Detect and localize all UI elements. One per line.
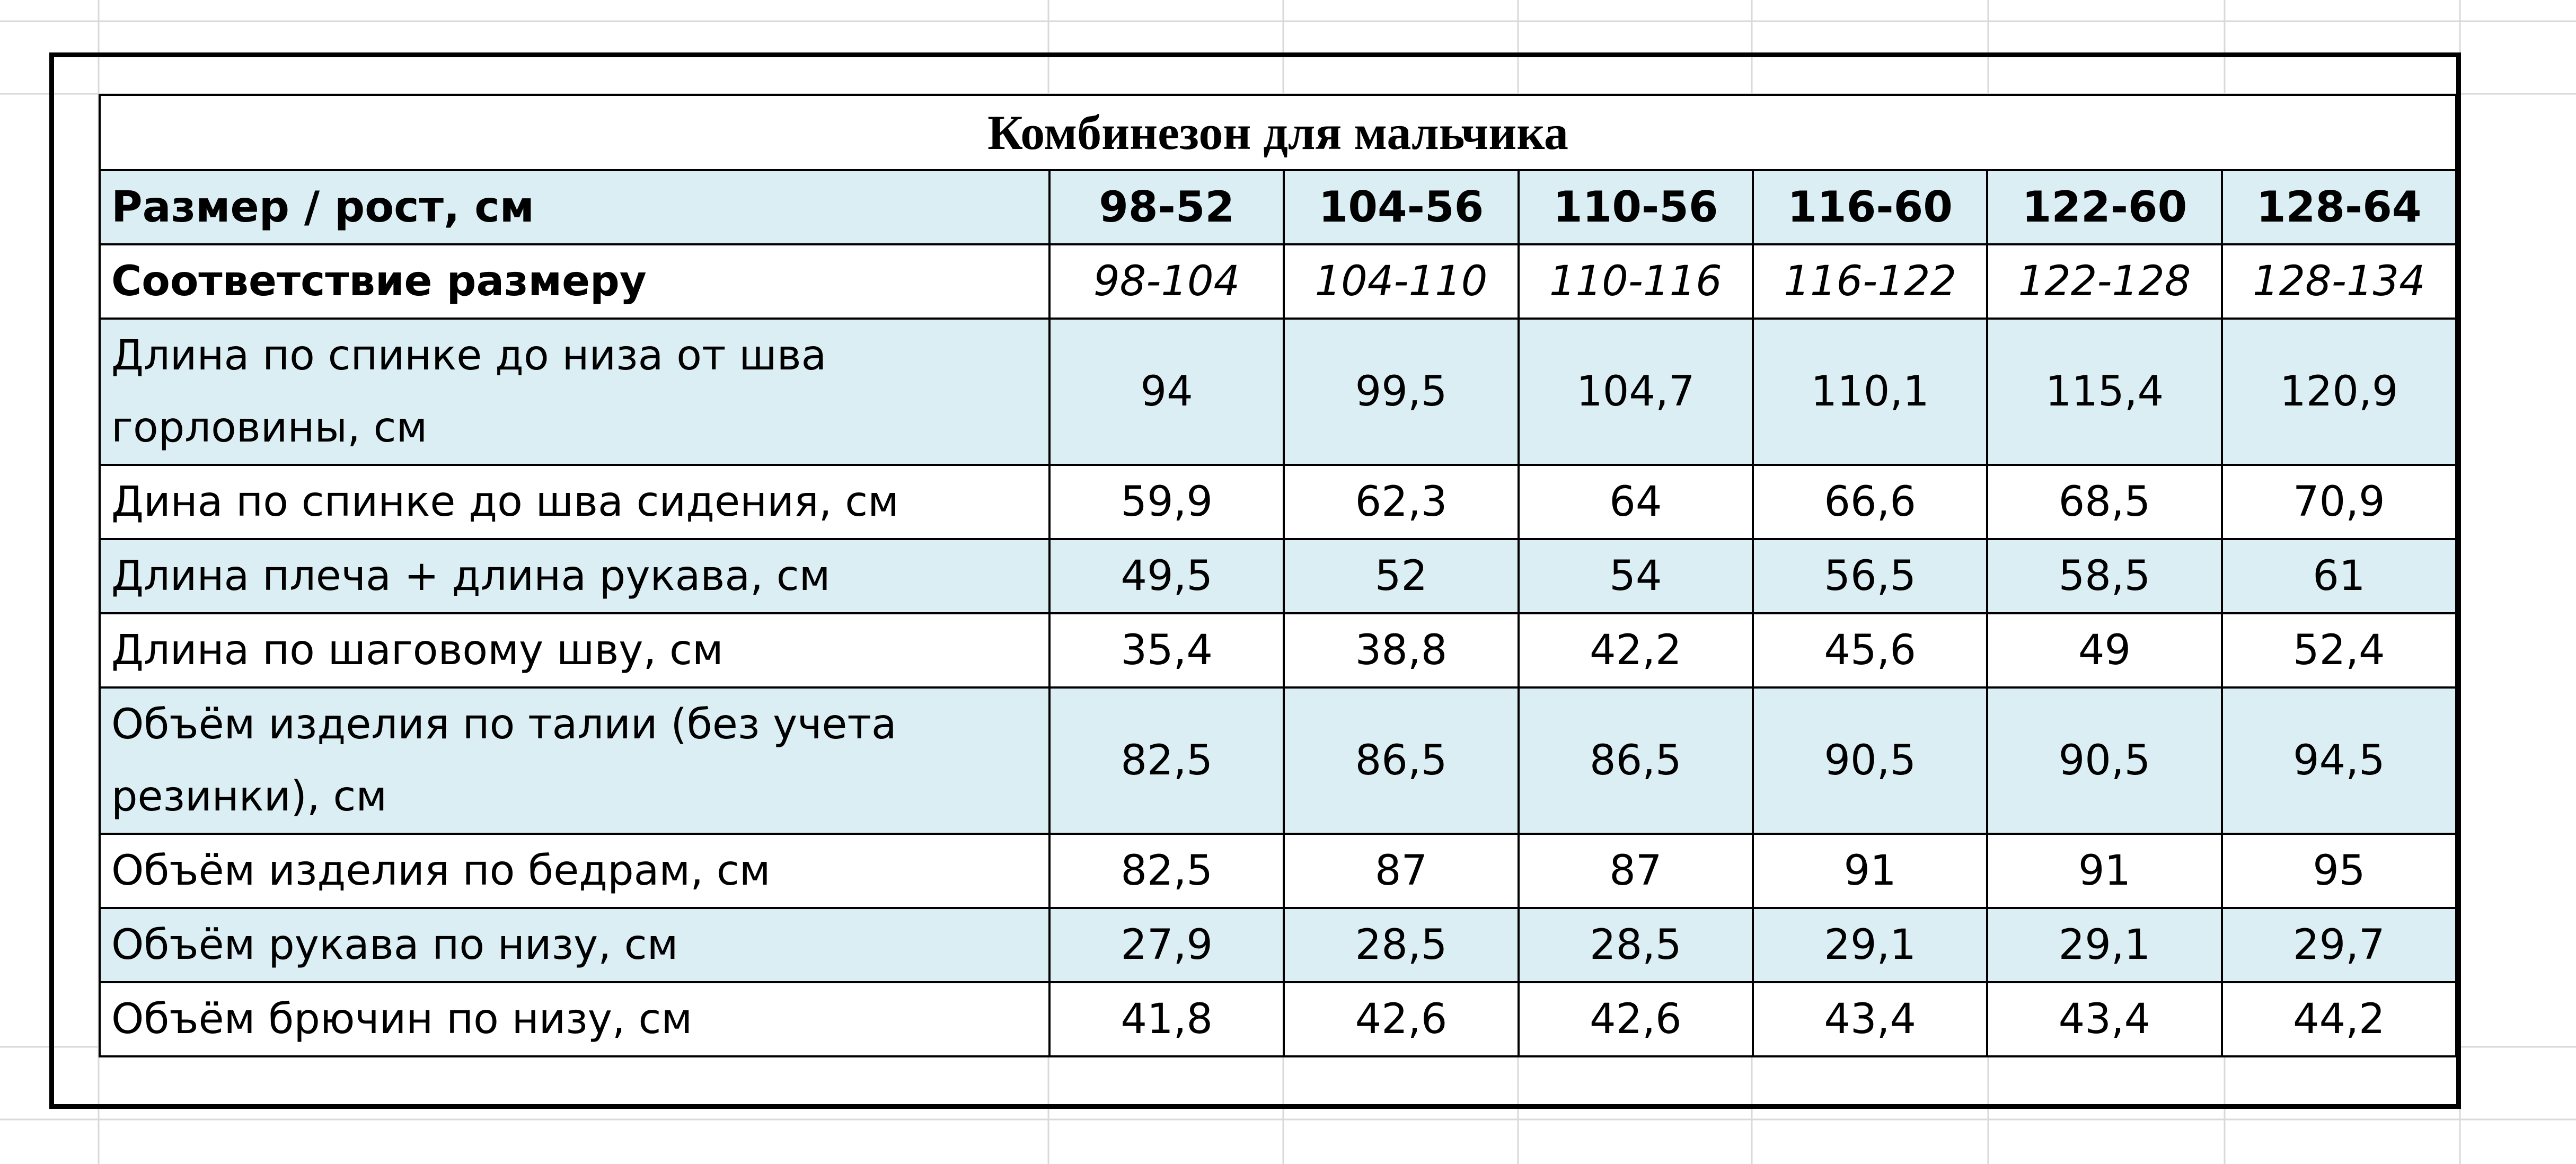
- cell-value: 27,9: [1048, 907, 1285, 983]
- cell-value: 90,5: [1986, 686, 2223, 835]
- cell-value: 35,4: [1048, 612, 1285, 689]
- table-row: Дина по спинке до шва сидения, см 59,9 62,…: [99, 464, 2458, 540]
- cell-value: 64: [1517, 464, 1754, 540]
- table-row: Длина по спинке до низа от шва горловины…: [99, 318, 2458, 466]
- cell-value: 82,5: [1048, 686, 1285, 835]
- cell-value: 104,7: [1517, 318, 1754, 466]
- cell-value: 91: [1751, 833, 1989, 909]
- cell-value: 110,1: [1751, 318, 1989, 466]
- table-row: Длина плеча + длина рукава, см 49,5 52 54 56…: [99, 538, 2458, 614]
- cell-value: 94,5: [2220, 686, 2458, 835]
- cell-value: 28,5: [1283, 907, 1520, 983]
- table-row: Объём изделия по талии (без учета резинк…: [99, 686, 2458, 835]
- cell-value: 54: [1517, 538, 1754, 614]
- cell-value: 122-128: [1986, 243, 2223, 320]
- cell-value: 116-122: [1751, 243, 1989, 320]
- row-label: Дина по спинке до шва сидения, см: [99, 464, 1051, 540]
- cell-value: 120,9: [2220, 318, 2458, 466]
- table-title: Комбинезон для мальчика: [99, 94, 2457, 171]
- cell-value: 45,6: [1751, 612, 1989, 689]
- cell-value: 59,9: [1048, 464, 1285, 540]
- row-label: Объём рукава по низу, см: [99, 907, 1051, 983]
- cell-value: 91: [1986, 833, 2223, 909]
- cell-value: 94: [1048, 318, 1285, 466]
- row-label: Длина по шаговому шву, см: [99, 612, 1051, 689]
- cell-value: 29,1: [1986, 907, 2223, 983]
- cell-value: 70,9: [2220, 464, 2458, 540]
- cell-value: 52,4: [2220, 612, 2458, 689]
- cell-value: 95: [2220, 833, 2458, 909]
- cell-value: 86,5: [1283, 686, 1520, 835]
- cell-value: 87: [1517, 833, 1754, 909]
- header-row: Размер / рост, см 98-52 104-56 110-56 116-60…: [99, 169, 2458, 245]
- table-row: Объём рукава по низу, см 27,9 28,5 28,5 29,1…: [99, 907, 2458, 983]
- cell-value: 43,4: [1751, 981, 1989, 1057]
- cell-value: 128-64: [2220, 169, 2458, 245]
- cell-value: 49: [1986, 612, 2223, 689]
- row-label: Соответствие размеру: [99, 243, 1051, 320]
- cell-value: 52: [1283, 538, 1520, 614]
- size-table: Комбинезон для мальчика Размер / рост, с…: [99, 94, 2458, 1057]
- cell-value: 49,5: [1048, 538, 1285, 614]
- cell-value: 98-104: [1048, 243, 1285, 320]
- cell-value: 104-110: [1283, 243, 1520, 320]
- cell-value: 41,8: [1048, 981, 1285, 1057]
- table-row: Объём брючин по низу, см 41,8 42,6 42,6 43,4…: [99, 981, 2458, 1057]
- cell-value: 82,5: [1048, 833, 1285, 909]
- cell-value: 66,6: [1751, 464, 1989, 540]
- cell-value: 98-52: [1048, 169, 1285, 245]
- cell-value: 38,8: [1283, 612, 1520, 689]
- cell-value: 115,4: [1986, 318, 2223, 466]
- cell-value: 99,5: [1283, 318, 1520, 466]
- cell-value: 90,5: [1751, 686, 1989, 835]
- cell-value: 122-60: [1986, 169, 2223, 245]
- table-row: Объём изделия по бедрам, см 82,5 87 87 91 91 9…: [99, 833, 2458, 909]
- cell-value: 42,2: [1517, 612, 1754, 689]
- cell-value: 29,7: [2220, 907, 2458, 983]
- row-label: Объём брючин по низу, см: [99, 981, 1051, 1057]
- row-label: Объём изделия по бедрам, см: [99, 833, 1051, 909]
- cell-value: 116-60: [1751, 169, 1989, 245]
- cell-value: 86,5: [1517, 686, 1754, 835]
- cell-value: 56,5: [1751, 538, 1989, 614]
- table-row: Длина по шаговому шву, см 35,4 38,8 42,2 45,…: [99, 612, 2458, 689]
- cell-value: 43,4: [1986, 981, 2223, 1057]
- row-label: Длина по спинке до низа от шва горловины…: [99, 318, 1051, 466]
- cell-value: 28,5: [1517, 907, 1754, 983]
- cell-value: 61: [2220, 538, 2458, 614]
- cell-value: 58,5: [1986, 538, 2223, 614]
- row-label: Объём изделия по талии (без учета резинк…: [99, 686, 1051, 835]
- cell-value: 68,5: [1986, 464, 2223, 540]
- cell-value: 44,2: [2220, 981, 2458, 1057]
- table-row: Соответствие размеру 98-104 104-110 110-116…: [99, 243, 2458, 320]
- row-label: Размер / рост, см: [99, 169, 1051, 245]
- cell-value: 110-56: [1517, 169, 1754, 245]
- cell-value: 128-134: [2220, 243, 2458, 320]
- cell-value: 110-116: [1517, 243, 1754, 320]
- cell-value: 42,6: [1517, 981, 1754, 1057]
- cell-value: 42,6: [1283, 981, 1520, 1057]
- title-row: Комбинезон для мальчика: [99, 94, 2457, 171]
- cell-value: 104-56: [1283, 169, 1520, 245]
- cell-value: 87: [1283, 833, 1520, 909]
- cell-value: 29,1: [1751, 907, 1989, 983]
- frame: [49, 52, 2461, 1109]
- row-label: Длина плеча + длина рукава, см: [99, 538, 1051, 614]
- cell-value: 62,3: [1283, 464, 1520, 540]
